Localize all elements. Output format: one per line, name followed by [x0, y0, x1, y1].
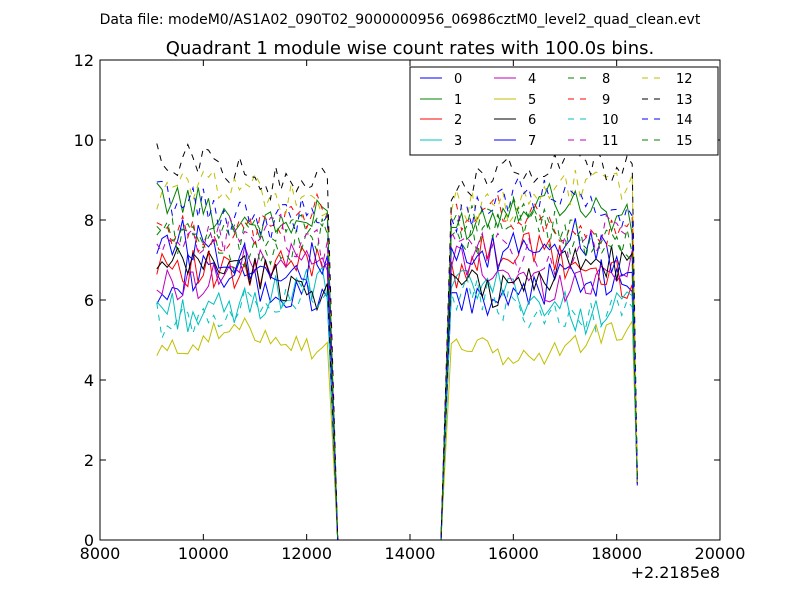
- series-line-1: [156, 182, 638, 540]
- legend-label-15: 15: [676, 134, 693, 149]
- x-tick-label-3: 14000: [385, 544, 436, 563]
- legend-label-14: 14: [676, 113, 693, 128]
- y-tick-label-2: 4: [84, 371, 94, 390]
- legend-label-3: 3: [454, 134, 462, 149]
- legend-label-2: 2: [454, 113, 462, 128]
- x-tick-label-6: 20000: [695, 544, 746, 563]
- chart-title: Quadrant 1 module wise count rates with …: [166, 38, 655, 59]
- legend-label-4: 4: [528, 72, 536, 87]
- series-line-5: [156, 316, 638, 540]
- y-tick-label-0: 0: [84, 531, 94, 550]
- series-line-14: [156, 175, 638, 540]
- series-line-3: [156, 266, 638, 540]
- series-line-4: [156, 242, 638, 540]
- series-line-6: [156, 245, 638, 540]
- legend-label-7: 7: [528, 134, 536, 149]
- legend-label-11: 11: [602, 134, 619, 149]
- series-line-2: [156, 232, 638, 540]
- legend-label-1: 1: [454, 93, 462, 108]
- legend-label-6: 6: [528, 113, 536, 128]
- x-tick-label-5: 18000: [591, 544, 642, 563]
- chart-suptitle: Data file: modeM0/AS1A02_090T02_90000009…: [100, 12, 701, 28]
- x-offset-label: +2.2185e8: [631, 563, 720, 582]
- series-line-12: [156, 169, 638, 540]
- y-tick-label-1: 2: [84, 451, 94, 470]
- legend-label-12: 12: [676, 72, 693, 87]
- series-line-15: [156, 195, 638, 540]
- y-tick-label-3: 6: [84, 291, 94, 310]
- series-layer: [156, 139, 638, 540]
- legend-label-13: 13: [676, 93, 693, 108]
- legend-frame: [409, 66, 719, 156]
- legend-label-10: 10: [602, 113, 619, 128]
- series-line-8: [156, 206, 638, 540]
- x-tick-label-1: 10000: [178, 544, 229, 563]
- y-tick-label-6: 12: [74, 51, 94, 70]
- y-tick-label-4: 8: [84, 211, 94, 230]
- series-line-10: [156, 274, 638, 540]
- legend-label-9: 9: [602, 93, 610, 108]
- series-line-13: [156, 139, 638, 540]
- legend-label-0: 0: [454, 72, 462, 87]
- legend-label-5: 5: [528, 93, 536, 108]
- x-tick-label-4: 16000: [488, 544, 539, 563]
- x-tick-label-0: 8000: [80, 544, 121, 563]
- ticks-layer: 8000 10000 12000 14000 16000 18000 20000 0 2 4 6 8 1…: [74, 51, 746, 563]
- y-tick-label-5: 10: [74, 131, 94, 150]
- legend-label-8: 8: [602, 72, 610, 87]
- x-tick-label-2: 12000: [281, 544, 332, 563]
- series-line-0: [156, 253, 638, 540]
